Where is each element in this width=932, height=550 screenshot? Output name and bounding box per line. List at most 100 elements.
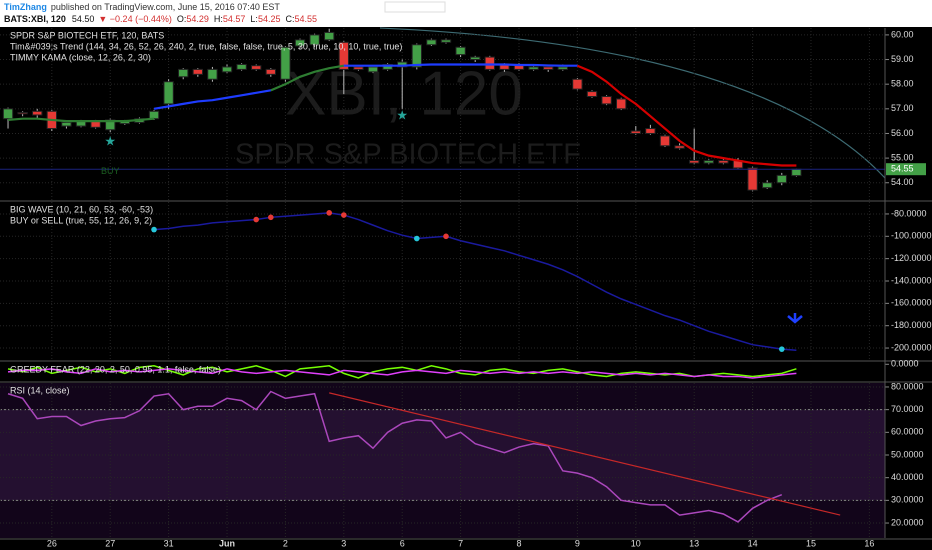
y-tick-label: 55.00	[891, 152, 914, 162]
candle-body	[543, 66, 554, 70]
pane-title: TIMMY KAMA (close, 12, 26, 2, 30)	[10, 52, 151, 62]
y-tick-label: 50.0000	[891, 449, 924, 459]
series-line	[153, 63, 578, 110]
candle-body	[105, 119, 116, 131]
y-tick-label: 0.0000	[891, 359, 919, 369]
pane-title: GREEDY FEAR (22, 20, 2, 50, 0.95, 1.1, f…	[10, 364, 221, 374]
candle-body	[338, 41, 349, 70]
published: published on TradingView.com, June 15, 2…	[51, 2, 280, 12]
y-tick-label: 59.00	[891, 54, 914, 64]
series-line	[153, 212, 797, 352]
candle-body	[747, 167, 758, 191]
candle-body	[280, 46, 291, 80]
candle-body	[192, 68, 203, 75]
header-bg	[0, 0, 932, 27]
signal-dot	[778, 346, 785, 352]
series-line	[576, 64, 797, 167]
candle-body	[703, 160, 714, 164]
candle-body	[265, 68, 276, 75]
series-line	[7, 368, 797, 379]
top-box	[384, 1, 446, 13]
candle-body	[178, 68, 189, 78]
last-price-badge	[886, 163, 926, 176]
pane: 0.0000 GREEDY FEAR (22, 20, 2, 50, 0.95, …	[0, 359, 932, 383]
x-tick-label: 31	[164, 538, 174, 548]
candle-body	[309, 34, 320, 46]
y-tick-label: 30.0000	[891, 495, 924, 505]
symbol: BATS:XBI, 120	[4, 14, 66, 24]
pane-title: Tim&#039;s Trend (144, 34, 26, 52, 26, 2…	[10, 41, 402, 51]
trendline	[329, 392, 841, 516]
x-tick-label: 8	[516, 538, 521, 548]
x-tick-label: 15	[806, 538, 816, 548]
ohlc-value: 54.25	[258, 14, 281, 24]
x-tick-label: 16	[864, 538, 874, 548]
quote-line: BATS:XBI, 120 54.50 ▼ −0.24 (−0.44%) O:54.2…	[4, 14, 317, 24]
signal-dot	[326, 210, 333, 216]
y-tick-label: -160.0000	[891, 298, 932, 308]
candle-body	[484, 56, 495, 70]
y-tick-label: 60.0000	[891, 427, 924, 437]
signal-dot	[414, 235, 420, 242]
x-tick-label: 9	[575, 538, 580, 548]
candle-body	[251, 65, 262, 70]
ohlc-label: H:	[214, 14, 223, 24]
y-tick-label: 40.0000	[891, 472, 924, 482]
y-tick-label: 58.00	[891, 79, 914, 89]
ohlc-value: 54.55	[294, 14, 317, 24]
star-marker: ★	[104, 134, 116, 149]
x-tick-label: Jun	[219, 538, 235, 548]
series-line	[7, 64, 344, 123]
y-tick-label: -180.0000	[891, 320, 932, 330]
ohlc-value: 54.57	[223, 14, 246, 24]
annotation: BUY	[101, 166, 120, 176]
pane-title: BUY or SELL (true, 55, 12, 26, 9, 2)	[10, 215, 152, 225]
candle-body	[411, 44, 422, 68]
header-line: TimZhang published on TradingView.com, Ju…	[4, 2, 280, 12]
change: ▼ −0.24 (−0.44%)	[98, 14, 171, 24]
candle-body	[470, 56, 481, 61]
watermark-subtitle: SPDR S&P BIOTECH ETF	[235, 139, 581, 171]
arrow	[787, 313, 803, 324]
ohlc-value: 54.29	[186, 14, 209, 24]
x-tick-label: 2	[283, 538, 288, 548]
candle-body	[324, 31, 335, 41]
candle-body	[382, 63, 393, 70]
x-tick-label: 14	[748, 538, 758, 548]
series-line	[7, 365, 797, 379]
candle-body	[674, 145, 685, 149]
candle-body	[572, 78, 583, 90]
candle-body	[294, 39, 306, 47]
candle-body	[528, 66, 539, 70]
x-tick-label: 6	[400, 538, 405, 548]
signal-dot	[268, 214, 274, 221]
author[interactable]: TimZhang	[4, 2, 47, 12]
x-tick-label: 26	[47, 538, 57, 548]
candle-body	[718, 160, 729, 164]
candle-body	[689, 160, 700, 164]
candle-body	[32, 110, 43, 116]
pane: -80.0000 -100.0000 -120.0000 -140.0000 -160.…	[0, 202, 932, 362]
y-tick-label: 57.00	[891, 103, 914, 113]
candle-body	[207, 68, 218, 80]
signal-dot	[151, 226, 157, 233]
x-tick-label: 27	[105, 538, 115, 548]
candle-body	[426, 39, 437, 46]
star-marker: ★	[396, 108, 408, 123]
y-tick-label: 80.0000	[891, 381, 924, 391]
y-tick-label: -200.0000	[891, 342, 932, 352]
signal-dot	[443, 233, 449, 240]
y-tick-label: 70.0000	[891, 404, 924, 414]
candle-body	[645, 128, 656, 134]
watermark: XBI, 120	[285, 59, 523, 128]
last-price: 54.50	[72, 14, 95, 24]
y-tick-label: -100.0000	[891, 231, 932, 241]
series-line	[7, 390, 783, 523]
candle-body	[455, 46, 466, 56]
last-price-label: 54.55	[891, 164, 914, 174]
candle-body	[367, 66, 379, 73]
candle-body	[61, 121, 72, 127]
candle-body	[762, 182, 773, 189]
candle-body	[17, 112, 28, 115]
